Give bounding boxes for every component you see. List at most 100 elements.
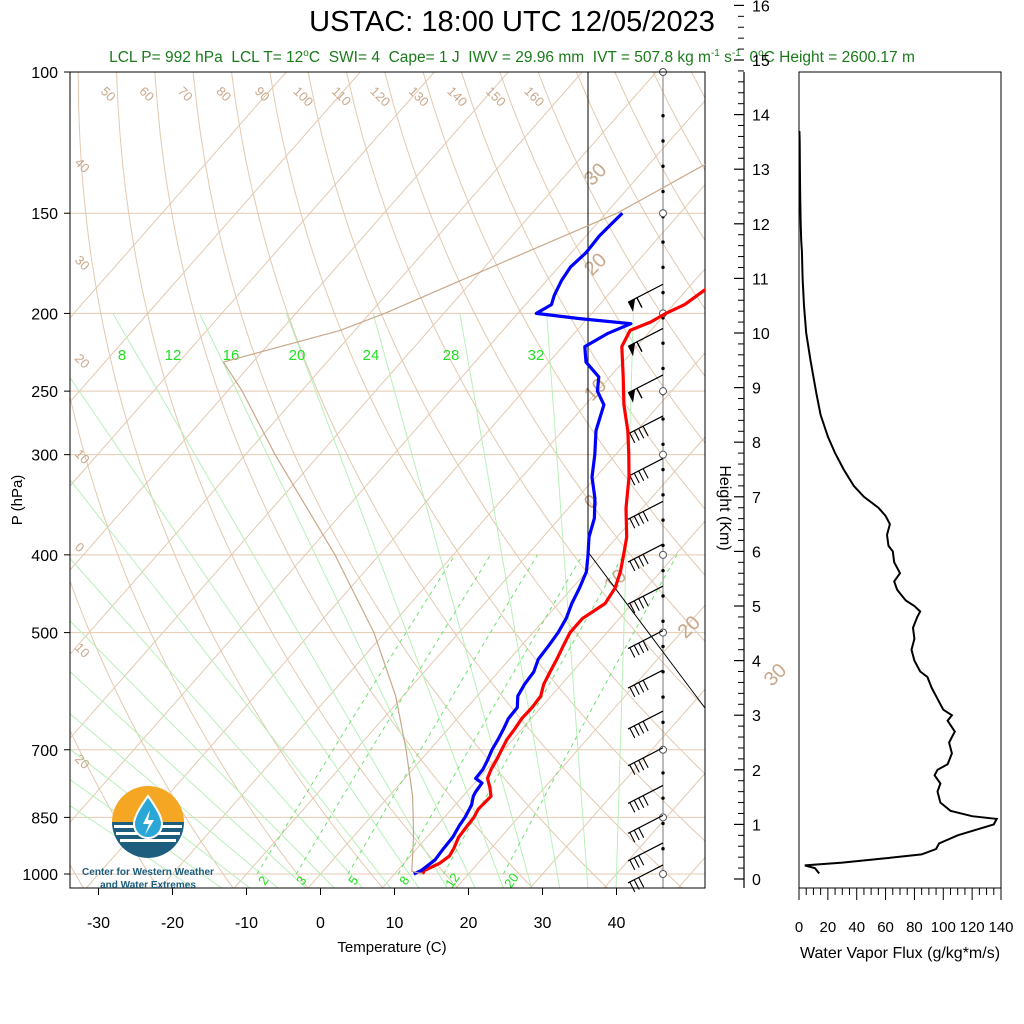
dry-adiabat-line bbox=[307, 72, 705, 775]
temperature-profile-line bbox=[421, 287, 705, 875]
wind-barb-feather bbox=[638, 760, 645, 771]
height-axis-label: Height (Km) bbox=[716, 465, 733, 550]
moist-adiabat-line bbox=[112, 313, 448, 888]
isotherm-line bbox=[750, 72, 1024, 891]
mixing-ratio-line bbox=[256, 554, 456, 875]
wind-barb-feather bbox=[633, 558, 640, 569]
barb-level-dot bbox=[661, 568, 665, 573]
wind-barb-feather bbox=[633, 800, 640, 811]
isotherm-line bbox=[70, 72, 435, 487]
moist-adiabat-line bbox=[285, 313, 504, 888]
wind-barb-feather bbox=[638, 556, 645, 567]
wind-barb-feather bbox=[633, 515, 640, 527]
wind-barb-staff bbox=[627, 814, 664, 834]
flux-x-tick-label: 140 bbox=[988, 919, 1013, 936]
wind-barb-feather bbox=[629, 686, 636, 698]
y-tick-label: 1000 bbox=[22, 867, 58, 884]
wind-barb-staff bbox=[627, 543, 664, 563]
flux-x-tick-label: 80 bbox=[906, 919, 923, 936]
barb-level-dot bbox=[661, 113, 665, 118]
wind-barb bbox=[627, 864, 664, 893]
isotherm-label-right: 20 bbox=[674, 612, 705, 643]
wind-barb-feather bbox=[642, 511, 649, 522]
height-tick-label: 13 bbox=[752, 162, 770, 179]
dry-adiabat-label: 90 bbox=[252, 84, 273, 105]
dry-adiabat-line bbox=[269, 72, 705, 842]
barb-level-dot bbox=[661, 417, 665, 421]
moist-adiabat-line bbox=[70, 557, 364, 888]
barb-level-dot bbox=[661, 619, 665, 623]
height-tick-label: 2 bbox=[752, 763, 761, 780]
y-tick-label: 150 bbox=[31, 206, 58, 223]
barb-level-dot bbox=[661, 821, 665, 826]
wind-barb-feather bbox=[629, 881, 636, 893]
moist-adiabat-line bbox=[70, 670, 307, 888]
dry-adiabat-line bbox=[70, 579, 234, 888]
height-tick-label: 1 bbox=[752, 817, 761, 834]
height-tick-label: 0 bbox=[752, 872, 761, 889]
wind-barb bbox=[627, 784, 664, 813]
wind-barb-feather bbox=[629, 764, 636, 775]
barb-level-dot bbox=[661, 164, 665, 168]
height-tick-label: 16 bbox=[752, 0, 770, 15]
height-tick-label: 3 bbox=[752, 708, 761, 725]
y-tick-label: 700 bbox=[31, 743, 58, 760]
calm-circle bbox=[659, 209, 667, 218]
isotherm-line bbox=[159, 268, 705, 888]
barb-level-dot bbox=[661, 290, 665, 295]
freezing-height: 0oC Height = 2600.17 m bbox=[749, 48, 915, 67]
ivt-value: IVT = 507.8 kg m-1 s-1 bbox=[592, 48, 741, 67]
wind-barb-feather bbox=[642, 468, 649, 479]
wind-barb-feather bbox=[638, 797, 645, 809]
parcel-profile-line bbox=[222, 163, 705, 875]
wind-barb bbox=[627, 814, 664, 843]
moist-adiabat-line bbox=[70, 713, 279, 888]
isotherm-line bbox=[307, 436, 705, 888]
isotherm-line bbox=[70, 72, 287, 319]
wind-barb bbox=[627, 457, 664, 486]
mixing-ratio-label: 3 bbox=[293, 873, 309, 888]
wind-barb-staff bbox=[627, 374, 664, 394]
calm-circle bbox=[659, 387, 667, 396]
moist-adiabat-label: 32 bbox=[528, 347, 545, 364]
height-tick-label: 5 bbox=[752, 599, 761, 616]
wind-barb-feather bbox=[633, 725, 640, 736]
wind-barb-feather bbox=[629, 859, 636, 871]
wind-barb-feather bbox=[638, 470, 645, 481]
wind-barb-feather bbox=[629, 432, 636, 444]
barb-level-dot bbox=[661, 189, 665, 194]
dry-adiabat-label: 80 bbox=[213, 84, 234, 105]
wind-barb-feather bbox=[629, 802, 636, 813]
dry-adiabat-line bbox=[346, 72, 705, 709]
height-tick-label: 14 bbox=[752, 108, 770, 125]
wind-barb-feather bbox=[642, 795, 649, 806]
wind-barb-feather bbox=[633, 472, 640, 484]
wind-barb-pennant bbox=[628, 389, 636, 403]
x-tick-label: -20 bbox=[161, 915, 184, 932]
wind-barb-staff bbox=[627, 710, 664, 730]
moist-adiabat-line bbox=[372, 313, 533, 888]
y-tick-label: 250 bbox=[31, 384, 58, 401]
wind-barb-feather bbox=[629, 560, 636, 572]
dry-adiabat-label: 160 bbox=[521, 84, 547, 110]
barb-level-dot bbox=[661, 695, 665, 699]
wind-barb-feather bbox=[633, 829, 640, 841]
dry-adiabat-label: 70 bbox=[175, 84, 196, 105]
dry-adiabat-line bbox=[154, 72, 534, 888]
mixing-ratio-label: 20 bbox=[501, 870, 522, 890]
mixing-ratio-line bbox=[443, 554, 624, 875]
wind-barb-feather bbox=[642, 554, 649, 565]
calm-circle bbox=[659, 628, 667, 637]
dry-adiabat-line bbox=[730, 72, 1024, 891]
wind-barb-feather bbox=[629, 602, 636, 614]
wind-barb bbox=[627, 710, 664, 739]
flux-frame bbox=[798, 71, 1002, 889]
flux-x-tick-label: 60 bbox=[877, 919, 894, 936]
dry-adiabat-line bbox=[499, 72, 705, 444]
x-tick-label: 30 bbox=[534, 915, 552, 932]
y-tick-label: 400 bbox=[31, 548, 58, 565]
wind-barb-feather bbox=[638, 513, 645, 524]
wind-barb-staff bbox=[627, 842, 664, 862]
y-tick-label: 300 bbox=[31, 448, 58, 465]
wind-barb-feather bbox=[638, 723, 645, 734]
